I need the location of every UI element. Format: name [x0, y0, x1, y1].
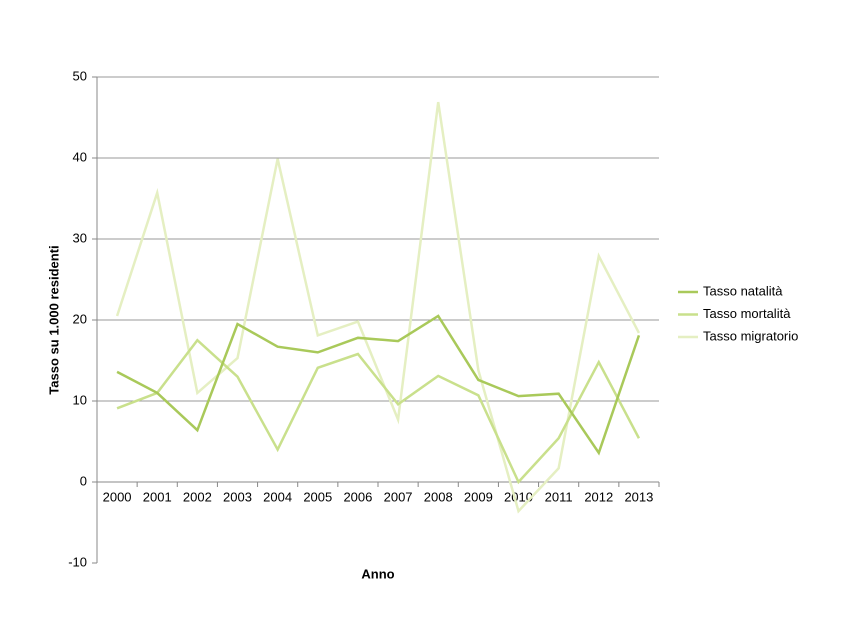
series-line — [116, 314, 641, 456]
x-tick-label: 2009 — [464, 489, 493, 504]
y-tick-label: 40 — [73, 149, 87, 164]
x-tick-label: 2004 — [263, 489, 292, 504]
x-tick-label: 2005 — [303, 489, 332, 504]
x-tick-label: 2010 — [504, 489, 533, 504]
y-tick-label: 50 — [73, 68, 87, 83]
legend-label: Tasso mortalità — [703, 306, 791, 321]
series-line — [115, 101, 641, 514]
x-tick-label: 2003 — [223, 489, 252, 504]
x-tick-label: 2002 — [183, 489, 212, 504]
x-tick-label: 2013 — [624, 489, 653, 504]
series-line — [116, 338, 641, 485]
y-tick-label: -10 — [68, 554, 87, 569]
x-tick-label: 2006 — [343, 489, 372, 504]
x-tick-label: 2000 — [103, 489, 132, 504]
y-tick-label: 10 — [73, 392, 87, 407]
x-tick-label: 2001 — [143, 489, 172, 504]
y-tick-label: 0 — [80, 473, 87, 488]
y-tick-label: 30 — [73, 230, 87, 245]
y-axis-title: Tasso su 1.000 residenti — [46, 245, 61, 394]
legend-label: Tasso natalità — [703, 283, 783, 298]
x-tick-label: 2012 — [584, 489, 613, 504]
x-tick-label: 2011 — [545, 489, 573, 504]
x-tick-label: 2008 — [424, 489, 453, 504]
x-tick-label: 2007 — [384, 489, 413, 504]
y-tick-label: 20 — [73, 311, 87, 326]
legend-label: Tasso migratorio — [703, 328, 798, 343]
x-axis-title: Anno — [361, 566, 394, 581]
